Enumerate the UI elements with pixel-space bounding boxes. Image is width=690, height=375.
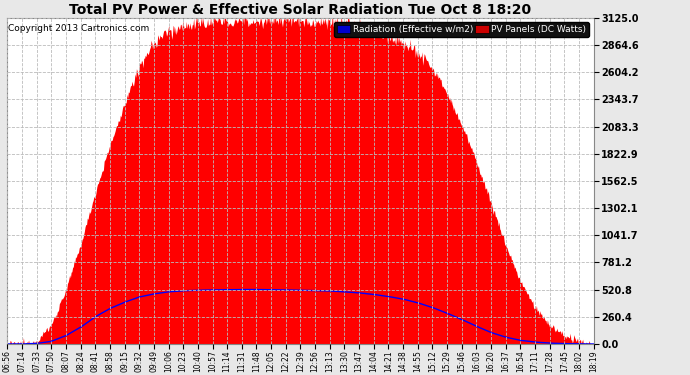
Title: Total PV Power & Effective Solar Radiation Tue Oct 8 18:20: Total PV Power & Effective Solar Radiati… bbox=[70, 3, 531, 17]
Legend: Radiation (Effective w/m2), PV Panels (DC Watts): Radiation (Effective w/m2), PV Panels (D… bbox=[334, 22, 589, 37]
Text: Copyright 2013 Cartronics.com: Copyright 2013 Cartronics.com bbox=[8, 24, 150, 33]
